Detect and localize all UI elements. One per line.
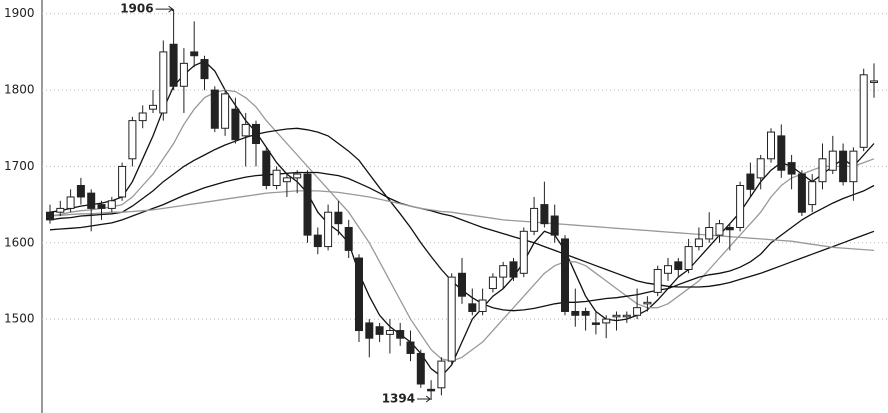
candle-body [365, 322, 374, 339]
candle-body [56, 207, 65, 213]
candle-body [736, 185, 745, 228]
candle-body [252, 123, 260, 145]
annotation-arrow [155, 5, 174, 13]
candle-body [808, 181, 817, 206]
candle-body [87, 192, 96, 209]
candle-body [643, 301, 652, 305]
candle-body [870, 80, 878, 83]
candle-body [571, 310, 580, 316]
candle-body [396, 330, 405, 339]
candle-body [46, 211, 54, 221]
candle-body [138, 112, 147, 122]
candle-body [664, 265, 672, 274]
candle-body [66, 196, 75, 209]
y-tick-label: 1500 [4, 312, 35, 326]
candle-body [241, 123, 250, 137]
annotation-arrow [417, 395, 431, 403]
candle-body [149, 104, 157, 110]
candle-body [725, 226, 734, 231]
candle-body [416, 352, 425, 385]
candle-body [478, 299, 487, 312]
candle-body [262, 150, 271, 187]
candle-body [530, 207, 539, 232]
candle-body [509, 261, 518, 278]
candle-body [684, 246, 693, 270]
candle-body [76, 185, 85, 198]
candle-body [200, 59, 209, 80]
candle-body [818, 158, 827, 183]
candle-body [179, 62, 188, 87]
candle-body [591, 322, 600, 325]
candle-body [849, 150, 858, 183]
candle-body [447, 276, 456, 362]
candle-body [231, 108, 240, 141]
candle-body [128, 120, 137, 160]
candle-body [550, 215, 559, 236]
candle-body [715, 223, 724, 236]
candle-body [97, 204, 106, 209]
candle-body [839, 150, 848, 183]
candle-body [210, 89, 219, 129]
candle-body [169, 43, 178, 87]
y-tick-label: 1700 [4, 159, 35, 173]
candle-body [221, 93, 230, 129]
high-annotation: 1906 [120, 2, 153, 16]
candle-body [797, 173, 806, 213]
candle-body [355, 257, 363, 332]
candle-body [581, 310, 590, 316]
candle-body [602, 318, 611, 324]
candle-body [499, 265, 508, 278]
candle-body [746, 173, 755, 190]
candle-body [282, 177, 291, 183]
candle-body [344, 226, 353, 251]
candle-body [385, 330, 394, 335]
candle-body [313, 234, 322, 248]
candle-body [406, 341, 415, 354]
candle-body [694, 238, 703, 248]
candle-body [118, 165, 127, 198]
candle-body [633, 307, 642, 316]
moving-average-line [49, 190, 875, 252]
candle-body [334, 211, 343, 225]
candle-body [705, 226, 714, 240]
candle-body [787, 162, 796, 175]
y-tick-label: 1900 [4, 6, 35, 20]
candle-body [777, 135, 786, 171]
candle-body [561, 238, 569, 312]
y-tick-label: 1800 [4, 83, 35, 97]
candle-body [458, 272, 466, 297]
moving-average-line [49, 89, 875, 362]
candle-body [653, 268, 662, 293]
moving-average-line [49, 171, 875, 288]
candle-body [190, 51, 199, 57]
candle-body [540, 204, 549, 225]
candle-body [767, 131, 775, 160]
y-tick-label: 1600 [4, 235, 35, 249]
candle-body [612, 314, 621, 318]
candle-body [293, 173, 302, 179]
candle-body [828, 150, 837, 171]
candle-body [303, 173, 312, 236]
candle-body [756, 158, 765, 179]
moving-average-line [49, 60, 875, 378]
candle-body [324, 211, 333, 248]
low-annotation: 1394 [382, 392, 415, 406]
candle-body [622, 314, 631, 318]
candle-body [468, 303, 477, 312]
candle-body [272, 169, 281, 187]
candle-body [519, 230, 528, 274]
candle-body [674, 261, 683, 270]
candle-body [859, 74, 868, 148]
candle-body [375, 326, 384, 335]
candle-body [159, 51, 168, 114]
candle-body [427, 388, 436, 392]
candle-body [488, 276, 497, 290]
candle-body [437, 360, 446, 389]
candle-body [107, 200, 116, 209]
